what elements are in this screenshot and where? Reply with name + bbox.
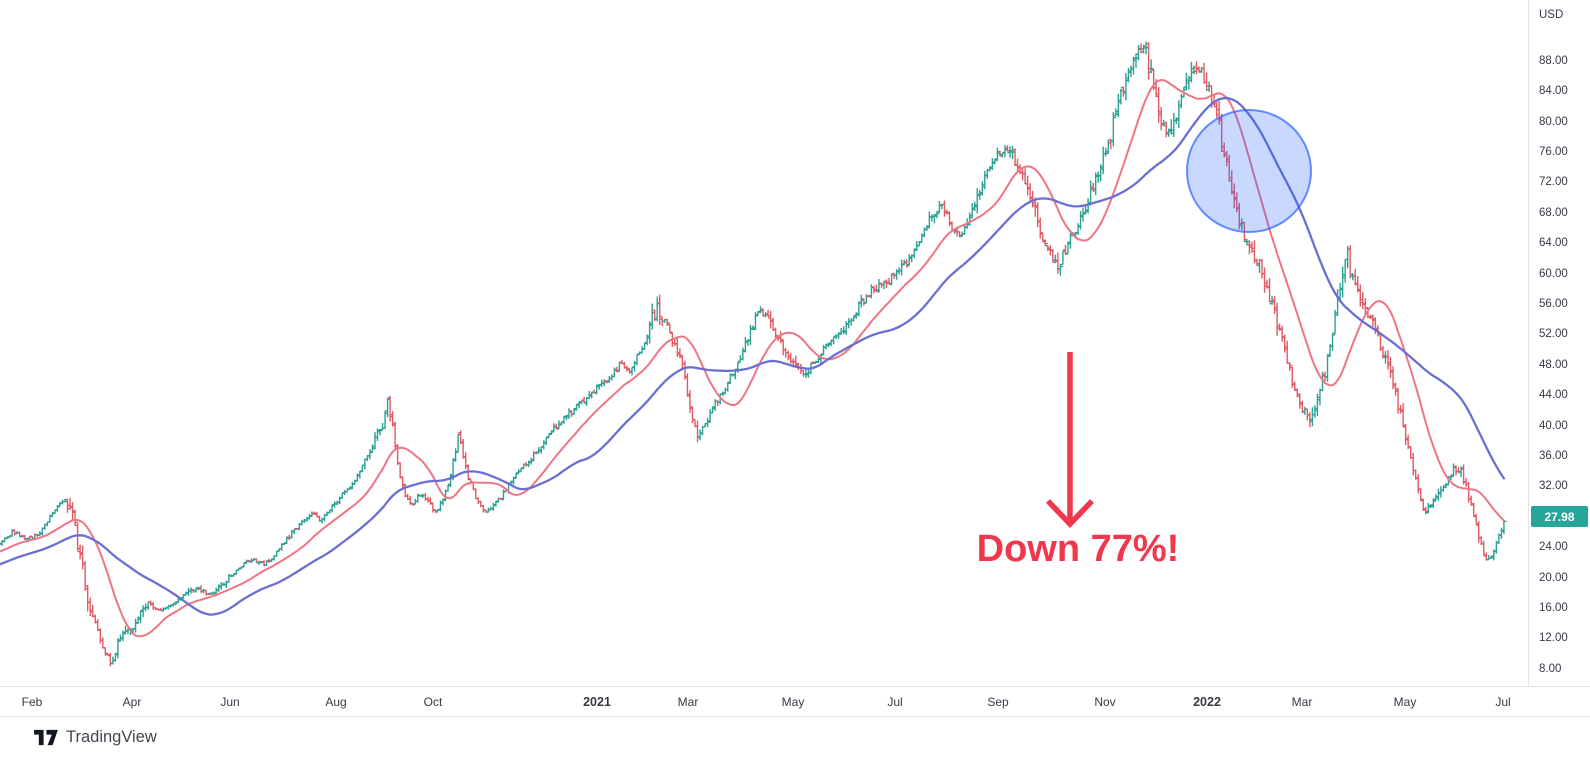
tradingview-logo-icon <box>34 729 58 746</box>
last-price-badge: 27.98 <box>1531 506 1588 528</box>
time-tick-label: Nov <box>1094 694 1116 709</box>
time-tick-label: Oct <box>423 694 443 709</box>
price-tick-label: 56.00 <box>1539 298 1568 310</box>
price-tick-label: 20.00 <box>1539 571 1568 584</box>
price-tick-label: 44.00 <box>1539 389 1568 402</box>
price-tick-label: 52.00 <box>1539 328 1568 341</box>
price-tick-label: 76.00 <box>1539 146 1568 158</box>
highlight-ellipse-annotation[interactable] <box>1186 109 1312 233</box>
time-tick-label: Feb <box>21 694 43 709</box>
price-tick-label: 84.00 <box>1539 85 1568 98</box>
price-chart-canvas[interactable] <box>0 0 1528 686</box>
price-tick-label: 64.00 <box>1539 237 1568 250</box>
chart-plot-area[interactable]: Down 77%! <box>0 0 1528 686</box>
price-tick-label: 60.00 <box>1539 267 1568 280</box>
price-tick-label: 80.00 <box>1539 115 1568 128</box>
currency-label: USD <box>1539 9 1564 21</box>
time-tick-label: Jun <box>220 694 240 709</box>
price-tick-label: 16.00 <box>1539 602 1568 614</box>
price-tick-label: 24.00 <box>1539 541 1568 554</box>
time-tick-label: May <box>781 694 805 709</box>
price-tick-label: 88.00 <box>1539 54 1568 67</box>
down-arrow-annotation[interactable] <box>1046 352 1094 528</box>
time-tick-label: Jul <box>887 694 903 709</box>
tradingview-logo[interactable]: TradingView <box>33 728 157 747</box>
time-tick-year-label: 2021 <box>583 694 611 709</box>
price-tick-label: 68.00 <box>1539 206 1568 219</box>
down-77-percent-label[interactable]: Down 77%! <box>976 528 1180 570</box>
time-tick-label: Aug <box>325 694 347 709</box>
time-tick-label: Jul <box>1495 694 1511 709</box>
annotations-layer <box>1046 109 1312 528</box>
price-tick-label: 72.00 <box>1539 176 1568 189</box>
price-axis[interactable]: USD 27.98 88.00 84.00 80.00 76.00 72.00 68.00… <box>1528 0 1590 718</box>
time-tick-label: Apr <box>122 694 142 709</box>
chart-footer: TradingView <box>0 717 1590 758</box>
time-tick-label: May <box>1393 694 1417 709</box>
price-tick-label: 40.00 <box>1539 419 1568 432</box>
price-tick-label: 32.00 <box>1539 480 1568 493</box>
arrow-head-icon <box>1046 499 1094 528</box>
time-tick-label: Mar <box>677 694 699 709</box>
time-axis[interactable]: Feb Apr Jun Aug Oct 2021 Mar May Jul Sep Nov 2022 Ma… <box>0 686 1590 717</box>
time-tick-label: Sep <box>987 694 1009 709</box>
tradingview-logo-text: TradingView <box>66 728 157 746</box>
price-tick-label: 36.00 <box>1539 450 1568 462</box>
price-tick-label: 12.00 <box>1539 632 1568 645</box>
price-tick-label: 48.00 <box>1539 358 1568 371</box>
price-tick-label: 8.00 <box>1539 662 1562 675</box>
time-tick-label: Mar <box>1291 694 1313 709</box>
time-tick-year-label: 2022 <box>1193 694 1221 709</box>
